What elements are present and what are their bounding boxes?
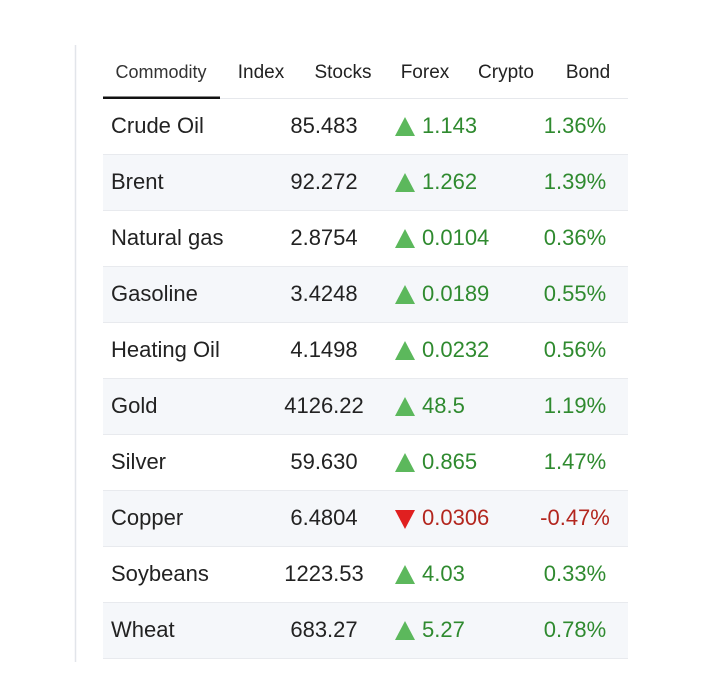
commodity-name: Silver <box>111 449 166 474</box>
row-background <box>103 547 628 603</box>
tab[interactable]: Stocks <box>314 62 371 83</box>
quote-table: Crude Oil 85.483 1.143 1.36% Brent 92.272 1.26… <box>103 99 628 659</box>
row-background <box>103 323 628 379</box>
row-background <box>103 99 628 155</box>
arrow-up <box>395 285 415 304</box>
percent-change: 0.78% <box>544 617 606 642</box>
arrow-up <box>395 173 415 192</box>
quote-row[interactable]: Copper 6.4804 0.0306 -0.47% <box>103 491 628 547</box>
price: 4.1498 <box>290 337 357 362</box>
price: 683.27 <box>290 617 357 642</box>
price: 1223.53 <box>284 561 364 586</box>
quote-row[interactable]: Soybeans 1223.53 4.03 0.33% <box>103 547 628 603</box>
commodity-name: Soybeans <box>111 561 209 586</box>
price: 3.4248 <box>290 281 357 306</box>
commodity-name: Gold <box>111 393 157 418</box>
tab[interactable]: Commodity <box>115 62 206 82</box>
change: 0.865 <box>422 449 477 474</box>
change: 0.0232 <box>422 337 489 362</box>
price: 6.4804 <box>290 505 357 530</box>
price: 85.483 <box>290 113 357 138</box>
row-background <box>103 603 628 659</box>
commodity-name: Wheat <box>111 617 175 642</box>
change: 0.0189 <box>422 281 489 306</box>
quote-row[interactable]: Heating Oil 4.1498 0.0232 0.56% <box>103 323 628 379</box>
change: 5.27 <box>422 617 465 642</box>
percent-change: 1.39% <box>544 169 606 194</box>
percent-change: 1.36% <box>544 113 606 138</box>
arrow-up <box>395 229 415 248</box>
commodity-name: Copper <box>111 505 183 530</box>
change: 1.143 <box>422 113 477 138</box>
percent-change: -0.47% <box>540 505 610 530</box>
row-background <box>103 267 628 323</box>
commodity-name: Gasoline <box>111 281 198 306</box>
percent-change: 1.19% <box>544 393 606 418</box>
quote-row[interactable]: Crude Oil 85.483 1.143 1.36% <box>103 99 628 155</box>
quote-row[interactable]: Natural gas 2.8754 0.0104 0.36% <box>103 211 628 267</box>
arrow-up <box>395 453 415 472</box>
change: 0.0104 <box>422 225 489 250</box>
price: 2.8754 <box>290 225 357 250</box>
price: 92.272 <box>290 169 357 194</box>
quote-row[interactable]: Silver 59.630 0.865 1.47% <box>103 435 628 491</box>
arrow-up <box>395 397 415 416</box>
commodity-name: Crude Oil <box>111 113 204 138</box>
tab[interactable]: Forex <box>401 62 450 83</box>
percent-change: 0.56% <box>544 337 606 362</box>
tab[interactable]: Index <box>238 62 285 83</box>
commodity-name: Heating Oil <box>111 337 220 362</box>
arrow-up <box>395 565 415 584</box>
row-background <box>103 211 628 267</box>
quote-row[interactable]: Gasoline 3.4248 0.0189 0.55% <box>103 267 628 323</box>
percent-change: 0.55% <box>544 281 606 306</box>
active-tab-underline <box>103 96 220 99</box>
commodity-name: Natural gas <box>111 225 224 250</box>
tab-bar: Commodity Index Stocks Forex Crypto Bond <box>103 62 610 99</box>
row-background <box>103 155 628 211</box>
arrow-up <box>395 341 415 360</box>
change: 4.03 <box>422 561 465 586</box>
row-background <box>103 435 628 491</box>
percent-change: 0.33% <box>544 561 606 586</box>
arrow-up <box>395 117 415 136</box>
change: 1.262 <box>422 169 477 194</box>
commodity-name: Brent <box>111 169 164 194</box>
percent-change: 1.47% <box>544 449 606 474</box>
tab[interactable]: Crypto <box>478 62 534 83</box>
row-background <box>103 379 628 435</box>
percent-change: 0.36% <box>544 225 606 250</box>
quote-row[interactable]: Wheat 683.27 5.27 0.78% <box>103 603 628 659</box>
arrow-down <box>395 510 415 529</box>
quote-row[interactable]: Gold 4126.22 48.5 1.19% <box>103 379 628 435</box>
price: 4126.22 <box>284 393 364 418</box>
quote-row[interactable]: Brent 92.272 1.262 1.39% <box>103 155 628 211</box>
price: 59.630 <box>290 449 357 474</box>
change: 0.0306 <box>422 505 489 530</box>
change: 48.5 <box>422 393 465 418</box>
arrow-up <box>395 621 415 640</box>
row-background <box>103 491 628 547</box>
tab[interactable]: Bond <box>566 62 610 83</box>
